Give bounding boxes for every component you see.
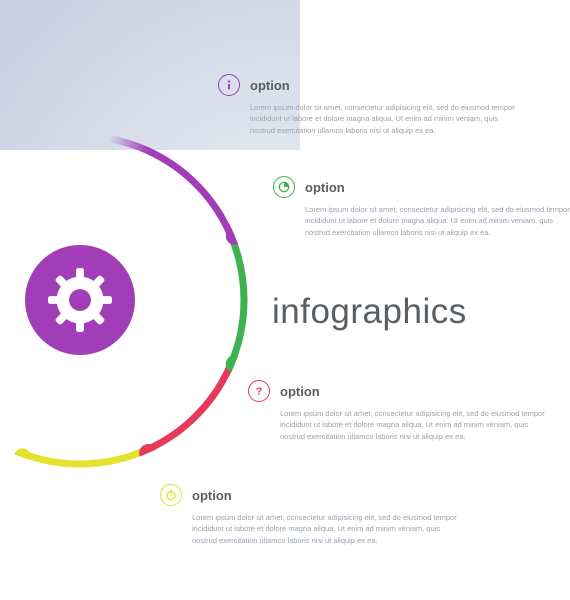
- arc-segment-purple: [147, 150, 232, 237]
- svg-text:?: ?: [256, 386, 262, 398]
- option-header: option: [273, 176, 570, 198]
- arc-segment-red: [147, 363, 232, 450]
- option-label: option: [250, 78, 290, 93]
- option-icon-circle: [273, 176, 295, 198]
- option-label: option: [192, 488, 232, 503]
- pie-icon: [277, 180, 291, 194]
- option-header: option: [218, 74, 518, 96]
- arc-bump-0: [226, 228, 238, 245]
- option-block-3: ? option Lorem ipsum dolor sit amet, conse…: [248, 380, 548, 442]
- power-icon: [164, 488, 178, 502]
- gear-icon: [41, 261, 119, 339]
- option-header: ? option: [248, 380, 548, 402]
- option-label: option: [280, 384, 320, 399]
- arc-bump-3: [14, 448, 31, 460]
- option-block-4: option Lorem ipsum dolor sit amet, consec…: [160, 484, 460, 546]
- option-block-1: option Lorem ipsum dolor sit amet, consec…: [218, 74, 518, 136]
- option-body: Lorem ipsum dolor sit amet, consectetur …: [305, 204, 570, 238]
- option-body: Lorem ipsum dolor sit amet, consectetur …: [280, 408, 548, 442]
- option-icon-circle: [218, 74, 240, 96]
- option-block-2: option Lorem ipsum dolor sit amet, consec…: [273, 176, 570, 238]
- question-icon: ?: [252, 384, 266, 398]
- arc-bump-1: [226, 355, 238, 372]
- gear-hub: [25, 245, 135, 355]
- option-body: Lorem ipsum dolor sit amet, consectetur …: [192, 512, 460, 546]
- option-body: Lorem ipsum dolor sit amet, consectetur …: [250, 102, 518, 136]
- option-icon-circle: [160, 484, 182, 506]
- option-header: option: [160, 484, 460, 506]
- arc-segment-green: [232, 237, 244, 363]
- info-icon: [222, 78, 236, 92]
- option-label: option: [305, 180, 345, 195]
- main-title: infographics: [272, 292, 467, 332]
- arc-bump-2: [139, 444, 156, 457]
- arc-segment-yellow: [24, 450, 147, 464]
- option-icon-circle: ?: [248, 380, 270, 402]
- infographic-canvas: infographics option Lorem ipsum dolor sit…: [0, 0, 570, 600]
